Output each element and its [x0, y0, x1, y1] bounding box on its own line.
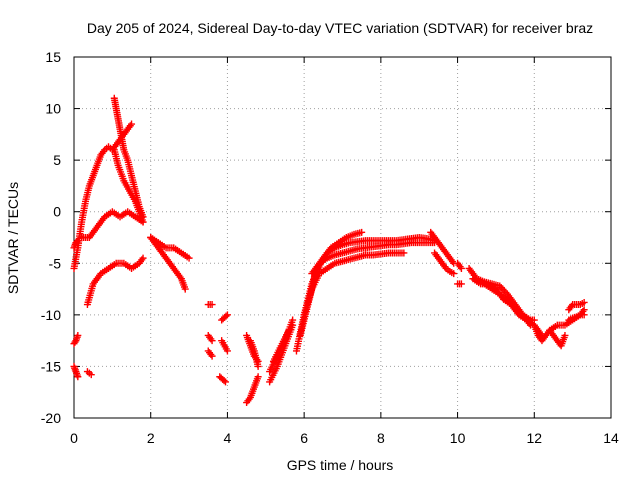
x-tick-label: 4: [224, 430, 232, 446]
y-tick-label: 10: [45, 101, 61, 117]
data-point: [289, 316, 297, 324]
data-point: [208, 301, 216, 309]
data-point: [220, 377, 228, 385]
y-axis-label: SDTVAR / TECUs: [5, 182, 21, 294]
series-arc-26: [300, 249, 408, 319]
series-arc-13: [204, 331, 216, 345]
data-point: [181, 285, 189, 293]
series-arc-27: [308, 239, 439, 278]
y-tick-label: -15: [41, 358, 61, 374]
series-arc-30: [454, 259, 465, 272]
data-point: [74, 373, 82, 381]
data-points: [70, 94, 588, 407]
data-point: [254, 362, 262, 370]
series-arc-1: [70, 120, 136, 272]
y-tick-label: 15: [45, 49, 61, 65]
series-arc-31: [454, 280, 465, 288]
series-arc-20: [246, 337, 262, 370]
series-arc-17: [218, 337, 231, 355]
data-point: [580, 298, 588, 306]
data-point: [185, 254, 193, 262]
x-tick-label: 2: [147, 430, 155, 446]
series-arc-35: [530, 321, 569, 350]
series-arc-5: [83, 254, 147, 309]
y-tick-label: 5: [53, 152, 61, 168]
series-arc-25: [296, 228, 366, 339]
series-arc-28: [427, 228, 458, 267]
data-point: [223, 347, 231, 355]
data-point: [87, 371, 95, 379]
series-arc-14: [204, 347, 216, 360]
series-arc-16: [218, 311, 231, 324]
data-point: [580, 311, 588, 319]
series-arc-37: [565, 298, 588, 314]
data-point: [222, 378, 230, 386]
data-point: [139, 218, 147, 226]
data-point: [128, 120, 136, 128]
series-arc-34: [473, 275, 534, 329]
x-tick-label: 14: [603, 430, 619, 446]
series-arc-11: [147, 234, 189, 293]
series-arc-29: [431, 249, 458, 278]
data-point: [208, 352, 216, 360]
data-point: [208, 337, 216, 345]
series-arc-8: [70, 362, 82, 381]
axis-ticks: 0 2 4 6 8 10 12 14 -20 -15 -10 -5 0 5 10 15: [41, 49, 619, 446]
series-arc-6: [70, 237, 82, 252]
series-arc-23: [269, 326, 293, 365]
data-point: [74, 331, 82, 339]
y-tick-label: -10: [41, 307, 61, 323]
series-arc-15: [216, 373, 230, 386]
data-point: [222, 312, 230, 320]
data-point: [457, 280, 465, 288]
series-arc-9: [83, 368, 95, 379]
y-tick-label: -5: [49, 255, 62, 271]
x-axis-label: GPS time / hours: [287, 457, 394, 473]
data-point: [450, 270, 458, 278]
series-arc-12: [204, 301, 216, 309]
chart-title: Day 205 of 2024, Sidereal Day-to-day VTE…: [87, 20, 593, 36]
data-point: [400, 249, 408, 257]
data-point: [223, 311, 231, 319]
x-tick-label: 6: [300, 430, 308, 446]
data-point: [561, 331, 569, 339]
y-tick-label: 0: [53, 204, 61, 220]
plot-frame: [73, 56, 612, 419]
y-tick-label: -20: [41, 410, 61, 426]
data-point: [74, 237, 82, 245]
data-point: [139, 254, 147, 262]
series-arc-4: [110, 146, 147, 226]
x-tick-label: 8: [377, 430, 385, 446]
x-tick-label: 0: [70, 430, 78, 446]
series-arc-3: [78, 208, 147, 241]
series-arc-7: [70, 331, 82, 348]
series-arc-38: [565, 311, 588, 324]
data-point: [285, 326, 293, 334]
data-point: [73, 238, 81, 246]
x-tick-label: 10: [450, 430, 466, 446]
data-point: [254, 373, 262, 381]
data-point: [358, 228, 366, 236]
data-point: [457, 264, 465, 272]
x-tick-label: 12: [526, 430, 542, 446]
series-arc-18: [243, 373, 262, 407]
data-point: [71, 338, 79, 346]
